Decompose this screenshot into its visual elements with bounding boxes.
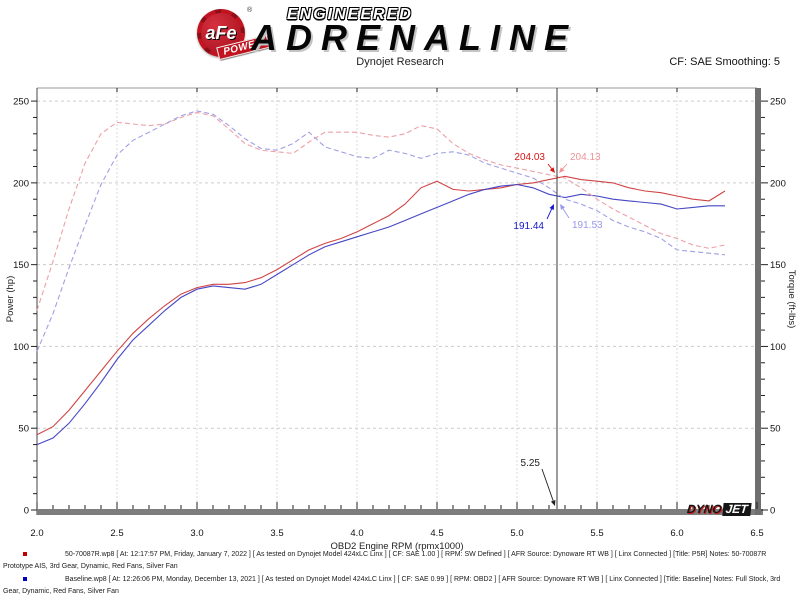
svg-text:150: 150	[13, 260, 29, 271]
run-legend: 50-70087R.wp8 [ At: 12:17:57 PM, Friday,…	[0, 549, 797, 599]
afe-logo-text: aFe	[205, 22, 237, 43]
svg-text:Torque (ft-lbs): Torque (ft-lbs)	[786, 270, 797, 329]
svg-text:50: 50	[18, 424, 29, 435]
svg-text:100: 100	[13, 342, 29, 353]
tick-labels: 2.0 2.5 3.0 3.5 4.0 4.5 5.0 5.5 6.0 6.5 0 0 50 50 100 1…	[13, 97, 786, 539]
svg-text:Power (hp): Power (hp)	[5, 276, 16, 322]
ticks	[31, 88, 768, 511]
svg-text:2.5: 2.5	[110, 528, 123, 539]
svg-text:204.03: 204.03	[514, 152, 545, 163]
cf-smoothing-label: CF: SAE Smoothing: 5	[669, 56, 780, 68]
svg-text:5.25: 5.25	[521, 458, 541, 469]
legend-entry-run2: Baseline.wp8 [ At: 12:26:06 PM, Monday, …	[3, 574, 797, 597]
svg-text:50: 50	[770, 424, 781, 435]
svg-text:191.53: 191.53	[572, 220, 603, 231]
axis-bars	[37, 88, 763, 515]
svg-text:200: 200	[13, 178, 29, 189]
legend-bullet-blue	[23, 577, 27, 581]
dynojet-logo-dyno: DYNO	[686, 502, 723, 516]
dynojet-logo-jet: JET	[721, 502, 752, 516]
legend-text-run1: 50-70087R.wp8 [ At: 12:17:57 PM, Friday,…	[3, 551, 767, 570]
svg-text:OBD2 Engine RPM (rpmx1000): OBD2 Engine RPM (rpmx1000)	[330, 541, 463, 552]
annotations: 204.03 204.13 191.44 191.53 5.25	[513, 152, 603, 506]
axis-titles: OBD2 Engine RPM (rpmx1000) Power (hp) Torq…	[5, 270, 797, 552]
svg-text:3.5: 3.5	[270, 528, 283, 539]
legend-bullet-red	[23, 552, 27, 556]
gridlines	[37, 88, 757, 510]
curves	[36, 110, 726, 446]
afe-power-logo: aFe	[197, 9, 245, 57]
svg-text:4.0: 4.0	[350, 528, 363, 539]
svg-text:0: 0	[24, 506, 29, 517]
svg-text:0: 0	[770, 506, 775, 517]
dynojet-logo: DYNO JET	[686, 502, 752, 516]
svg-text:191.44: 191.44	[513, 221, 544, 232]
svg-text:5.0: 5.0	[510, 528, 523, 539]
plot-frame	[36, 87, 757, 515]
svg-text:4.5: 4.5	[430, 528, 443, 539]
svg-text:150: 150	[770, 260, 786, 271]
svg-text:6.5: 6.5	[750, 528, 763, 539]
svg-text:6.0: 6.0	[670, 528, 683, 539]
svg-text:250: 250	[13, 97, 29, 108]
svg-text:2.0: 2.0	[30, 528, 43, 539]
svg-text:204.13: 204.13	[570, 152, 601, 163]
svg-text:250: 250	[770, 97, 786, 108]
chart-subtitle: Dynojet Research	[356, 56, 444, 68]
legend-entry-run1: 50-70087R.wp8 [ At: 12:17:57 PM, Friday,…	[3, 549, 797, 572]
svg-text:100: 100	[770, 342, 786, 353]
svg-text:5.5: 5.5	[590, 528, 603, 539]
svg-text:3.0: 3.0	[190, 528, 203, 539]
svg-text:200: 200	[770, 178, 786, 189]
legend-text-run2: Baseline.wp8 [ At: 12:26:06 PM, Monday, …	[3, 576, 781, 595]
brand-adrenaline-text: ADRENALINE	[251, 17, 578, 58]
registered-mark: ®	[247, 7, 253, 14]
brand-engineered-text: ENGINEERED	[287, 6, 413, 23]
